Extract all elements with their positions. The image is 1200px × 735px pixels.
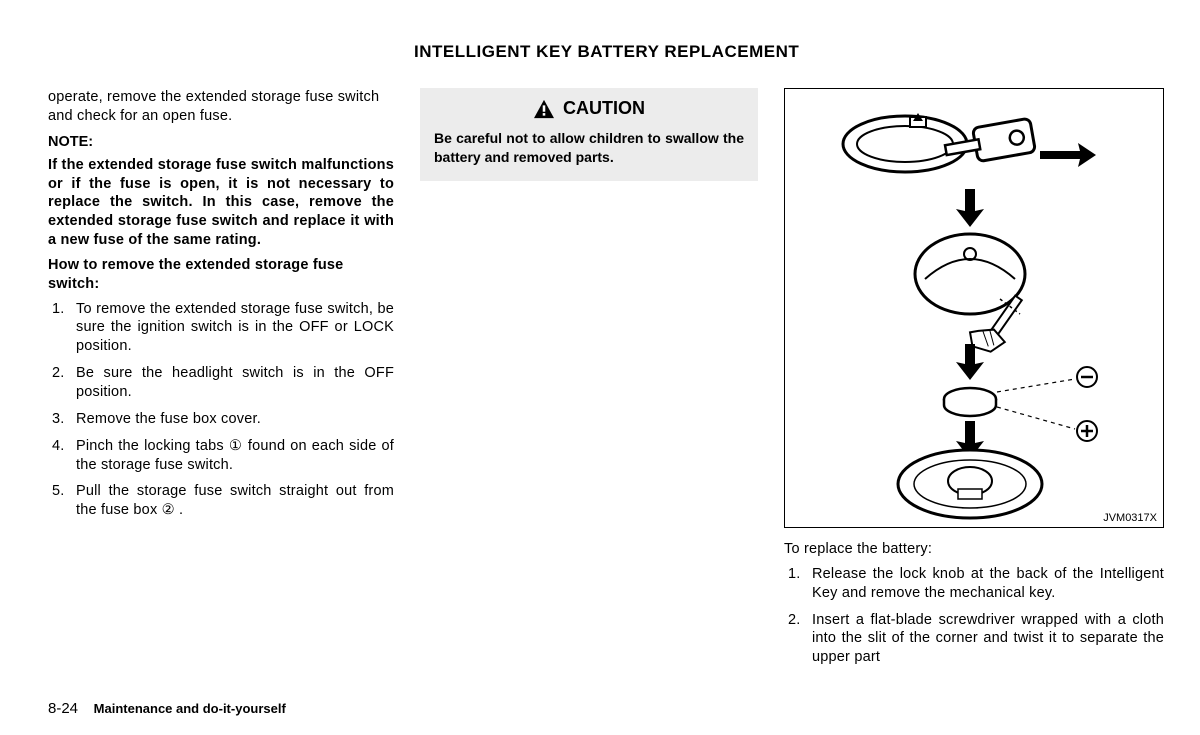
- caution-text: Be careful not to allow children to swal…: [434, 129, 744, 167]
- down-arrow-icon: [956, 189, 984, 227]
- caution-header: CAUTION: [434, 98, 744, 119]
- column-3: JVM0317X To replace the battery: Release…: [784, 88, 1164, 675]
- step-5: Pull the storage fuse switch straight ou…: [48, 482, 394, 520]
- step-4: Pinch the locking tabs ① found on each s…: [48, 437, 394, 475]
- replacement-instructions: To replace the battery: Release the lock…: [784, 540, 1164, 667]
- replace-step-2: Insert a flat-blade screwdriver wrapped …: [784, 611, 1164, 668]
- howto-heading: How to remove the extended storage fuse …: [48, 256, 394, 294]
- step-3: Remove the fuse box cover.: [48, 410, 394, 429]
- content-columns: operate, remove the extended storage fus…: [48, 88, 1152, 675]
- page-number: 8-24: [48, 700, 78, 717]
- key-diagram-svg: [785, 89, 1165, 529]
- step-2: Be sure the headlight switch is in the O…: [48, 364, 394, 402]
- removal-steps: To remove the extended storage fuse swit…: [48, 300, 394, 520]
- note-label: NOTE:: [48, 134, 394, 150]
- note-body: If the extended storage fuse switch malf…: [48, 156, 394, 250]
- step-1: To remove the extended storage fuse swit…: [48, 300, 394, 357]
- caution-label: CAUTION: [563, 98, 645, 119]
- key-back-view: [843, 113, 1096, 172]
- key-pry-open: [915, 234, 1030, 360]
- replace-intro: To replace the battery:: [784, 540, 1164, 559]
- section-name: Maintenance and do-it-yourself: [94, 701, 286, 716]
- replace-step-1: Release the lock knob at the back of the…: [784, 565, 1164, 603]
- key-bottom-shell: [898, 450, 1042, 518]
- continuation-text: operate, remove the extended storage fus…: [48, 88, 394, 126]
- column-2: CAUTION Be careful not to allow children…: [420, 88, 758, 675]
- key-diagram: JVM0317X: [784, 88, 1164, 528]
- warning-triangle-icon: [533, 99, 555, 119]
- caution-box: CAUTION Be careful not to allow children…: [420, 88, 758, 181]
- diagram-code: JVM0317X: [1103, 512, 1157, 524]
- section-title: INTELLIGENT KEY BATTERY REPLACEMENT: [414, 42, 799, 62]
- page-footer: 8-24 Maintenance and do-it-yourself: [48, 700, 286, 717]
- column-1: operate, remove the extended storage fus…: [48, 88, 394, 675]
- replacement-steps: Release the lock knob at the back of the…: [784, 565, 1164, 667]
